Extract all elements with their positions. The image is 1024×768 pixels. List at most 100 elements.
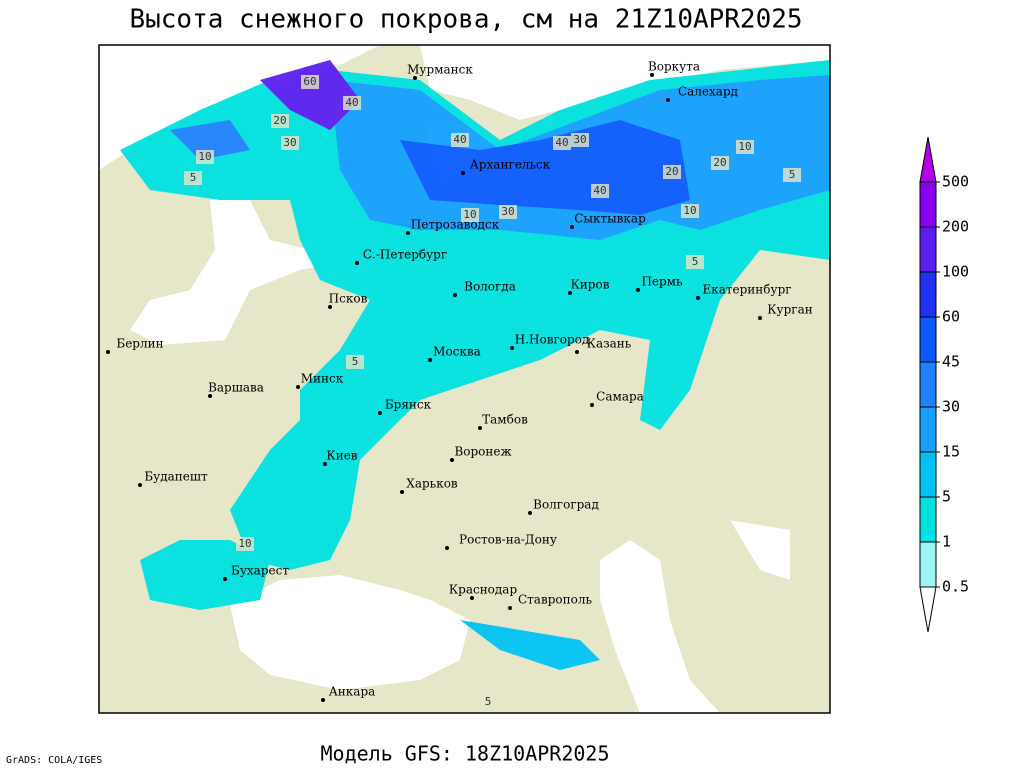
city-dot: [406, 231, 410, 235]
contour-label: 10: [683, 204, 696, 217]
city-label: Воронеж: [454, 445, 511, 459]
contour-label-bg: [663, 165, 681, 179]
city-dot: [470, 596, 474, 600]
colorbar-swatch: [919, 181, 937, 228]
contour-label-bg: [681, 204, 699, 218]
city-label: Воркута: [648, 60, 700, 74]
city-label: Архангельск: [470, 158, 551, 172]
contour-label-bg: [736, 140, 754, 154]
city-dot: [296, 385, 300, 389]
city-label: Киев: [326, 449, 357, 463]
colorbar-swatch: [919, 361, 937, 408]
contour-label-bg: [571, 133, 589, 147]
city-label: Киров: [571, 278, 610, 292]
colorbar-label: 500: [942, 173, 969, 191]
contour-label-bg: [184, 171, 202, 185]
city-dot: [413, 76, 417, 80]
colorbar-label: 60: [942, 308, 960, 326]
model-label: Модель GFS: 18Z10APR2025: [321, 742, 610, 766]
city-dot: [758, 316, 762, 320]
contour-label: 60: [303, 75, 316, 88]
city-label: Будапешт: [144, 470, 208, 484]
city-label: Ставрополь: [518, 593, 592, 607]
contour-label-bg: [783, 168, 801, 182]
contour-label: 20: [273, 114, 286, 127]
city-dot: [450, 458, 454, 462]
city-label: Берлин: [116, 337, 163, 351]
contour-label: 20: [713, 156, 726, 169]
city-dot: [208, 394, 212, 398]
contour-label-bg: [343, 96, 361, 110]
city-label: Н.Новгород: [515, 333, 590, 347]
contour-label-bg: [461, 208, 479, 222]
city-dot: [510, 346, 514, 350]
city-dot: [478, 426, 482, 430]
colorbar-label: 100: [942, 263, 969, 281]
city-label: Волгоград: [533, 498, 599, 512]
contour-label: 40: [593, 184, 606, 197]
city-dot: [138, 483, 142, 487]
city-label: Петрозаводск: [411, 218, 500, 232]
colorbar-label: 0.5: [942, 578, 969, 596]
city-dot: [321, 698, 325, 702]
colorbar-label: 5: [942, 488, 951, 506]
city-label: Салехард: [678, 85, 738, 99]
caspian-sea: [600, 540, 720, 713]
contour-label-bg: [451, 133, 469, 147]
city-label: Ростов-на-Дону: [459, 533, 557, 547]
colorbar-swatch: [919, 271, 937, 318]
colorbar-swatch: [919, 316, 937, 363]
city-label: Минск: [301, 372, 344, 386]
contour-label-bg: [686, 255, 704, 269]
city-dot: [590, 403, 594, 407]
city-dot: [636, 288, 640, 292]
city-dot: [575, 350, 579, 354]
contour-label-bg: [196, 150, 214, 164]
contour-label: 40: [453, 133, 466, 146]
credit: GrADS: COLA/IGES: [6, 755, 102, 766]
city-dot: [328, 305, 332, 309]
contour-label: 5: [485, 695, 492, 708]
city-label: Пермь: [641, 275, 683, 289]
city-dot: [696, 296, 700, 300]
colorbar-label: 200: [942, 218, 969, 236]
contour-label-bg: [479, 695, 497, 709]
colorbar-swatch: [919, 226, 937, 273]
title: Высота снежного покрова, см на 21Z10APR2…: [129, 5, 802, 35]
city-label: Москва: [433, 345, 481, 359]
contour-label: 5: [789, 168, 796, 181]
contour-label: 20: [665, 165, 678, 178]
city-dot: [106, 350, 110, 354]
city-dot: [400, 490, 404, 494]
contour-label: 40: [555, 136, 568, 149]
map: Мурманск Воркута Салехард Архангельск Петроз…: [98, 44, 831, 714]
city-dot: [568, 291, 572, 295]
city-label: Тамбов: [482, 413, 528, 427]
city-label: Варшава: [208, 381, 264, 395]
contour-label-bg: [346, 355, 364, 369]
colorbar-swatch: [919, 496, 937, 543]
city-label: Самара: [596, 390, 644, 404]
city-label: Краснодар: [449, 583, 518, 597]
contour-label: 30: [501, 205, 514, 218]
city-dot: [355, 261, 359, 265]
colorbar-label: 15: [942, 443, 960, 461]
colorbar-label: 1: [942, 533, 951, 551]
contour-label: 10: [738, 140, 751, 153]
city-dot: [378, 411, 382, 415]
contour-label: 5: [190, 171, 197, 184]
contour-label: 5: [692, 255, 699, 268]
black-sea: [230, 575, 470, 690]
baltic-sea: [130, 150, 345, 345]
contour-label-bg: [499, 205, 517, 219]
city-dot: [650, 73, 654, 77]
city-dot: [428, 358, 432, 362]
city-label: Псков: [329, 292, 368, 306]
city-label: С.-Петербург: [363, 248, 447, 262]
city-label: Бухарест: [231, 564, 289, 578]
map-frame: [98, 44, 831, 714]
city-label: Екатеринбург: [702, 283, 791, 297]
city-dot: [528, 511, 532, 515]
contour-label-bg: [711, 156, 729, 170]
